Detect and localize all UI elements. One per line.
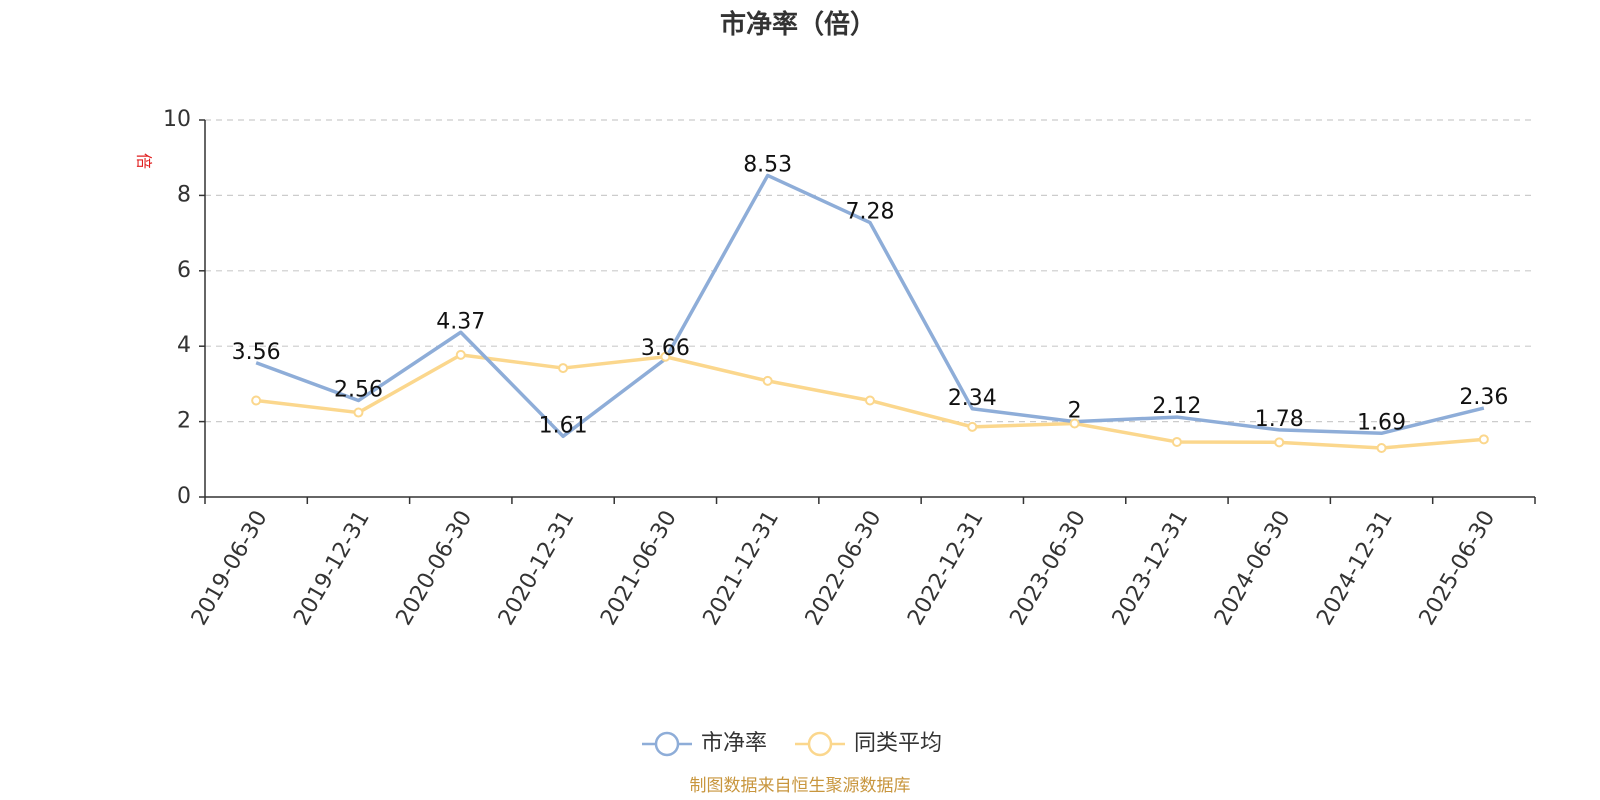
- data-label: 3.56: [232, 340, 281, 365]
- data-point: [558, 363, 569, 374]
- data-label: 7.28: [846, 200, 895, 225]
- x-tick-label: 2025-06-30: [1415, 507, 1501, 630]
- legend-label: 市净率: [701, 731, 767, 756]
- data-point: [353, 407, 364, 418]
- x-tick-label: 2024-12-31: [1312, 507, 1398, 630]
- series-points: [251, 349, 1489, 453]
- data-point: [762, 375, 773, 386]
- data-point: [1069, 418, 1080, 429]
- data-label: 2.12: [1152, 394, 1201, 419]
- legend-label: 同类平均: [854, 731, 942, 756]
- data-label: 1.78: [1255, 407, 1304, 432]
- data-point: [660, 351, 671, 362]
- data-label: 2.34: [948, 386, 997, 411]
- data-label: 2.36: [1459, 385, 1508, 410]
- data-point: [967, 421, 978, 432]
- x-tick-label: 2020-12-31: [494, 507, 580, 630]
- y-tick-label: 0: [177, 484, 191, 509]
- data-label: 2: [1068, 399, 1082, 424]
- data-point: [251, 395, 262, 406]
- x-tick-label: 2023-12-31: [1108, 507, 1194, 630]
- data-label: 4.37: [436, 309, 485, 334]
- source-note: 制图数据来自恒生聚源数据库: [690, 776, 911, 796]
- data-label: 8.53: [743, 152, 792, 177]
- data-point: [1274, 437, 1285, 448]
- y-tick-label: 10: [163, 107, 191, 132]
- x-tick-label: 2021-12-31: [699, 507, 785, 630]
- data-point: [1376, 442, 1387, 453]
- x-tick-label: 2020-06-30: [392, 507, 478, 630]
- x-tick-label: 2022-12-31: [903, 506, 989, 629]
- x-tick-label: 2021-06-30: [596, 507, 682, 630]
- data-point: [865, 395, 875, 406]
- legend-swatch-marker: [807, 731, 833, 757]
- y-tick-label: 6: [177, 258, 191, 283]
- data-point: [1478, 434, 1489, 445]
- chart-title: 市净率（倍）: [720, 9, 876, 40]
- x-tick-label: 2024-06-30: [1210, 507, 1296, 630]
- data-label: 1.61: [539, 413, 588, 438]
- x-tick-label: 2023-06-30: [1005, 507, 1091, 630]
- y-axis-label: 倍: [135, 153, 154, 169]
- legend: 市净率 同类平均: [642, 731, 942, 757]
- data-label: 3.66: [641, 336, 690, 361]
- data-point: [1171, 436, 1182, 447]
- data-point: [455, 349, 466, 360]
- series-line: [255, 173, 1485, 439]
- y-tick-label: 2: [177, 409, 191, 434]
- x-tick-label: 2022-06-30: [801, 507, 887, 630]
- data-label: 1.69: [1357, 410, 1406, 435]
- x-tick-label: 2019-12-31: [289, 507, 375, 630]
- data-label: 2.56: [334, 377, 383, 402]
- data-labels: 3.56 2.56 4.37 1.61 3.66 8.53 7.28 2.34 2 2.12 1.7…: [232, 152, 1509, 438]
- y-tick-label: 8: [177, 182, 191, 207]
- y-tick-label: 4: [177, 333, 191, 358]
- x-tick-label: 2019-06-30: [187, 507, 273, 630]
- gridlines: [205, 119, 1535, 423]
- legend-swatch-marker: [654, 731, 680, 757]
